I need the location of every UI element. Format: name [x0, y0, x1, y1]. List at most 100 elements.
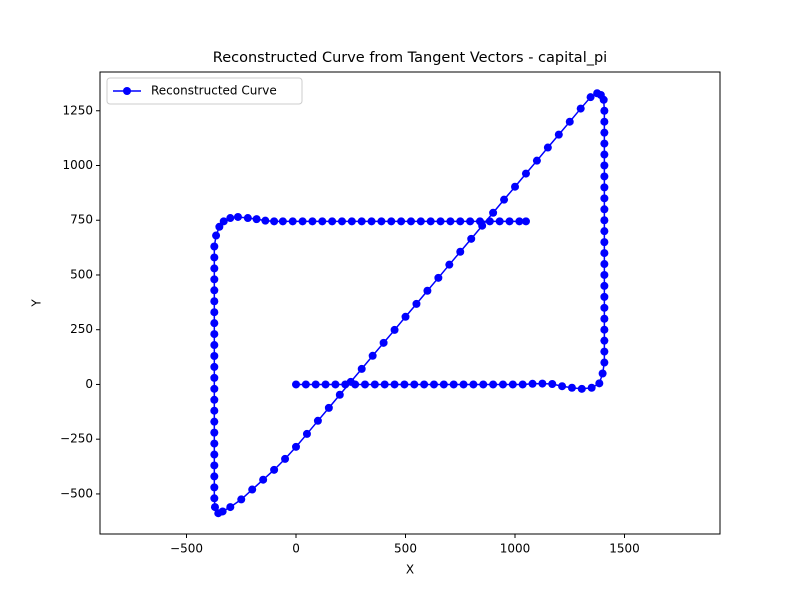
curve-marker [600, 183, 609, 192]
curve-marker [311, 380, 320, 389]
y-tick-label: 1000 [62, 158, 93, 172]
curve-marker [445, 260, 454, 269]
curve-marker [390, 325, 399, 334]
curve-marker [600, 270, 609, 279]
curve-marker [600, 117, 609, 126]
curve-marker [288, 217, 297, 226]
curve-marker [360, 380, 369, 389]
curve-marker [210, 439, 219, 448]
curve-marker [210, 351, 219, 360]
legend-box [106, 77, 303, 105]
curve-marker [215, 222, 224, 231]
curve-marker [426, 217, 435, 226]
curve-marker [210, 275, 219, 284]
curve-marker [368, 351, 377, 360]
curve-marker [548, 380, 557, 389]
x-tick-label: 500 [394, 542, 417, 556]
curve-marker [467, 234, 476, 243]
curve-marker [210, 308, 219, 317]
curve-marker [380, 380, 389, 389]
curve-marker [521, 169, 530, 178]
curve-marker [600, 303, 609, 312]
curve-marker [298, 217, 307, 226]
curve-marker [210, 494, 219, 503]
curve-marker [600, 260, 609, 269]
curve-marker [600, 314, 609, 323]
curve-marker [357, 217, 366, 226]
curve-marker [390, 380, 399, 389]
curve-marker [261, 216, 270, 225]
curve-marker [210, 297, 219, 306]
curve-marker [226, 503, 235, 512]
legend-marker [123, 87, 131, 95]
curve-marker [505, 217, 514, 226]
curve-marker [210, 286, 219, 295]
y-tick-label: 500 [70, 267, 93, 281]
curve-marker [423, 286, 432, 295]
curve-marker [429, 380, 438, 389]
curve-marker [292, 442, 301, 451]
curve-marker [479, 380, 488, 389]
curve-marker [259, 475, 268, 484]
curve-marker [600, 106, 609, 115]
curve-marker [210, 341, 219, 350]
curve-marker [347, 217, 356, 226]
curve-marker [456, 247, 465, 256]
curve-marker [328, 217, 337, 226]
curve-marker [577, 384, 586, 393]
curve-marker [600, 194, 609, 203]
curve-marker [210, 472, 219, 481]
curve-marker [370, 380, 379, 389]
x-tick-label: −500 [170, 542, 203, 556]
curve-marker [600, 227, 609, 236]
curve-marker [308, 217, 317, 226]
curve-marker [565, 117, 574, 126]
curve-marker [387, 217, 396, 226]
curve-marker [397, 217, 406, 226]
curve-marker [226, 214, 235, 223]
curve-marker [489, 208, 498, 217]
axes-frame [99, 71, 721, 535]
x-tick-label: 1000 [500, 542, 531, 556]
curve-marker [377, 217, 386, 226]
curve-marker [600, 205, 609, 214]
curve-marker [449, 380, 458, 389]
legend-label: Reconstructed Curve [151, 84, 277, 98]
curve-marker [331, 380, 340, 389]
curve-marker [495, 217, 504, 226]
curve-marker [401, 312, 410, 321]
curve-marker [210, 330, 219, 339]
curve-marker [466, 217, 475, 226]
curve-marker [210, 503, 219, 512]
curve-marker [498, 380, 507, 389]
curve-marker [379, 338, 388, 347]
curve-marker [212, 231, 221, 240]
curve-marker [210, 362, 219, 371]
curve-marker [576, 104, 585, 113]
curve-marker [219, 217, 228, 226]
curve-marker [600, 249, 609, 258]
curve-marker [210, 428, 219, 437]
curve-marker [600, 238, 609, 247]
x-tick-label: 1500 [609, 542, 640, 556]
curve-marker [459, 380, 468, 389]
curve-marker [357, 364, 366, 373]
curve-marker [214, 509, 223, 518]
y-tick-label: −500 [60, 486, 93, 500]
curve-marker [210, 384, 219, 393]
curve-marker [321, 380, 330, 389]
curve-marker [538, 379, 547, 388]
curve-marker [335, 390, 344, 399]
curve-marker [500, 195, 509, 204]
curve-marker [346, 377, 355, 386]
curve-marker [237, 495, 246, 504]
x-tick-label: 0 [292, 542, 300, 556]
curve-marker [593, 89, 602, 98]
curve-marker [324, 403, 333, 412]
curve-marker [420, 380, 429, 389]
curve-marker [543, 143, 552, 152]
curve-marker [210, 242, 219, 251]
curve-marker [600, 292, 609, 301]
curve-marker [248, 485, 257, 494]
curve-marker [600, 281, 609, 290]
